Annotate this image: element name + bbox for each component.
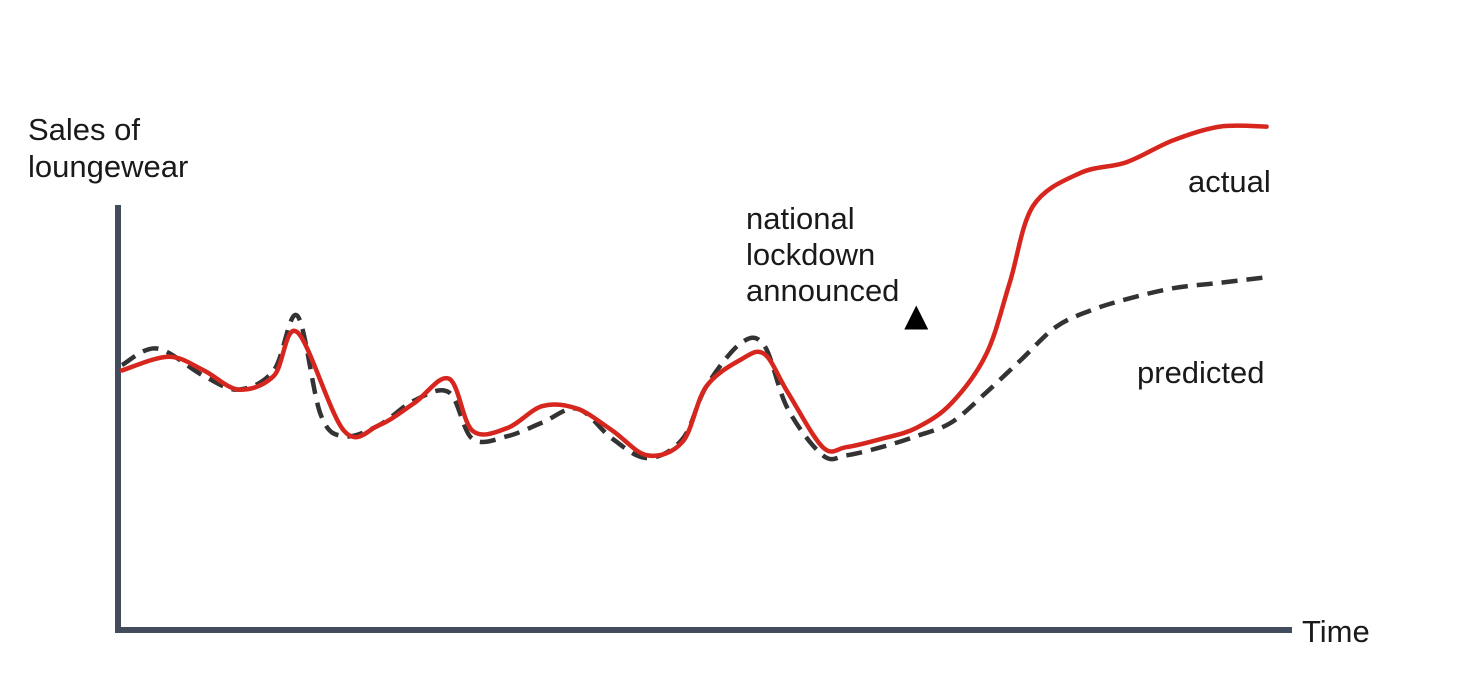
- annotation-line-1: national: [746, 201, 855, 236]
- annotation-line-3: announced: [746, 273, 899, 308]
- predicted-series-line: [120, 275, 1267, 462]
- actual-series-line: [119, 123, 1269, 459]
- x-axis-label: Time: [1302, 614, 1370, 649]
- y-axis-label-line-1: Sales of: [28, 112, 140, 147]
- actual-series-label: actual: [1188, 164, 1271, 199]
- y-axis-label: Sales of loungewear: [28, 112, 188, 184]
- y-axis-label-line-2: loungewear: [28, 149, 188, 184]
- annotation-line-2: lockdown: [746, 237, 875, 272]
- lockdown-annotation: national lockdown announced: [746, 201, 899, 308]
- predicted-series-label: predicted: [1137, 355, 1265, 390]
